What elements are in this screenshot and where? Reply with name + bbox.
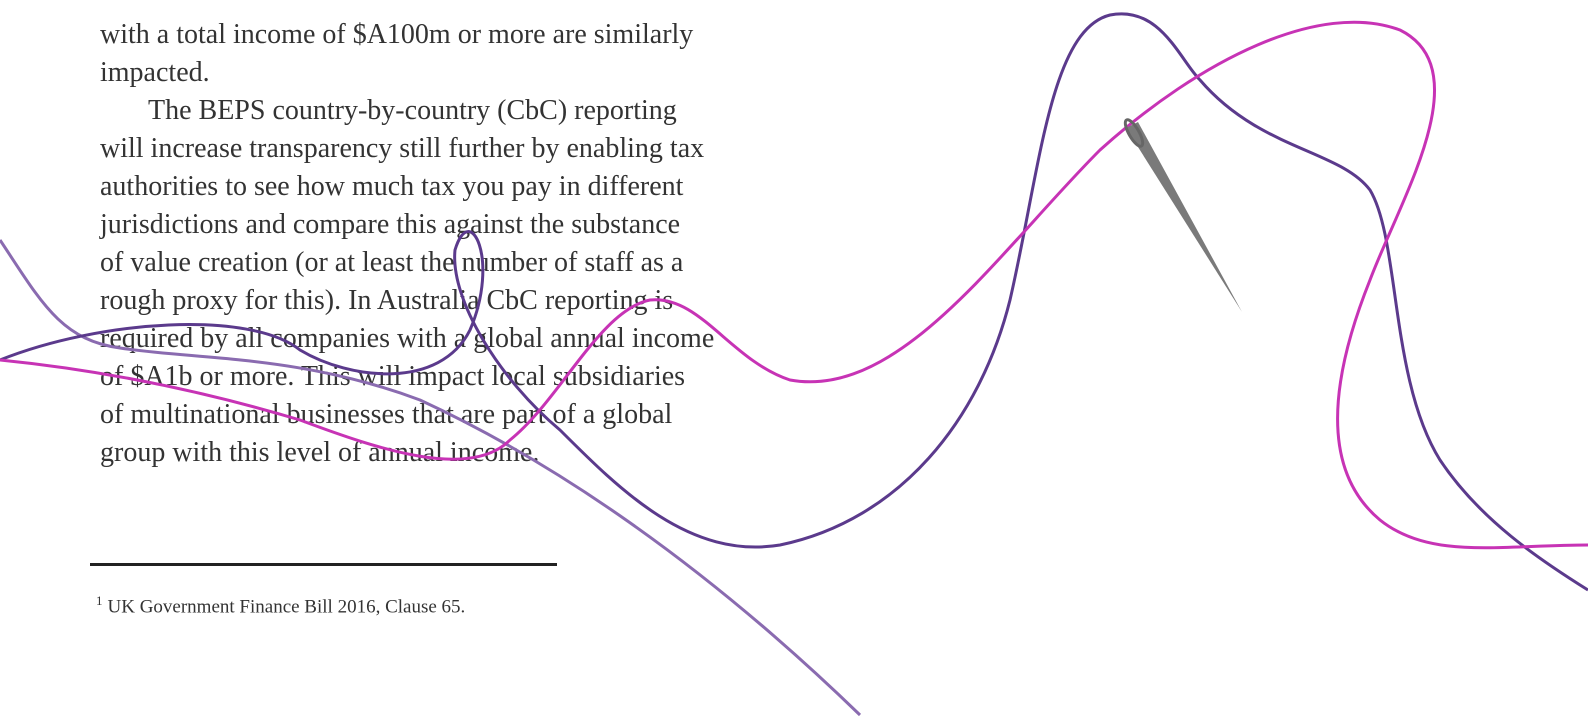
text-line: of multinational businesses that are par…: [100, 399, 673, 430]
footnote-marker: 1: [96, 593, 103, 608]
dark-thread: [0, 12, 1588, 592]
text-line: will increase transparency still further…: [100, 133, 705, 164]
text-line: group with this level of annual income.: [100, 437, 540, 468]
footnote-text: UK Government Finance Bill 2016, Clause …: [107, 596, 466, 618]
footnote: 1 UK Government Finance Bill 2016, Clause…: [96, 588, 465, 620]
text-line: of value creation (or at least the numbe…: [100, 247, 684, 278]
light-thread: [0, 239, 862, 717]
text-line: jurisdictions and compare this against t…: [100, 209, 681, 240]
text-line: authorities to see how much tax you pay …: [100, 171, 684, 202]
text-line: with a total income of $A100m or more ar…: [100, 19, 694, 50]
text-line: required by all companies with a global …: [100, 323, 715, 354]
footnote-rule: [90, 563, 557, 566]
text-line: of $A1b or more. This will impact local …: [100, 361, 686, 392]
text-line: The BEPS country-by-country (CbC) report…: [148, 95, 677, 126]
text-line: rough proxy for this). In Australia CbC …: [100, 285, 674, 316]
text-line: impacted.: [100, 57, 210, 88]
needle: [1123, 118, 1242, 312]
magenta-thread: [0, 20, 1588, 550]
